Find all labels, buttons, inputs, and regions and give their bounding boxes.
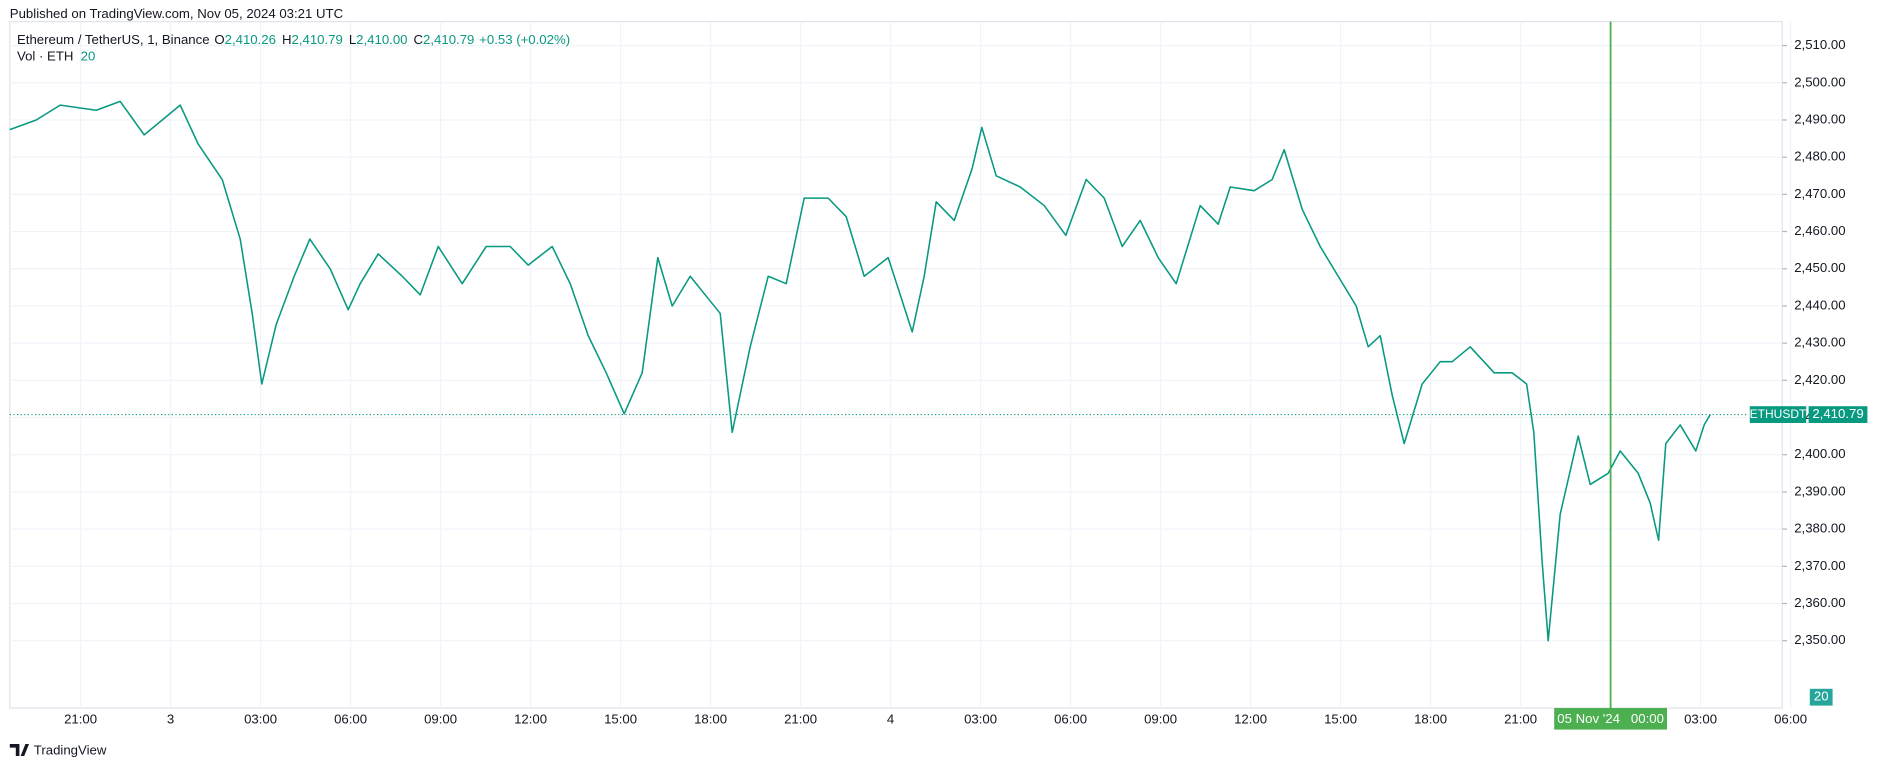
ohlc-key: H	[282, 32, 292, 47]
volume-value: 20	[81, 49, 96, 64]
x-tick-label: 15:00	[604, 711, 637, 726]
x-tick-label: 21:00	[784, 711, 817, 726]
crosshair-label: 05 Nov '24 00:00	[1557, 711, 1664, 726]
y-tick-label: 2,390.00	[1794, 483, 1845, 498]
x-tick-label: 3	[167, 711, 174, 726]
y-tick-label: 2,370.00	[1794, 558, 1845, 573]
footer: TradingView	[34, 743, 107, 758]
x-tick-label: 06:00	[1054, 711, 1087, 726]
x-tick-label: 21:00	[1504, 711, 1537, 726]
x-tick-label: 21:00	[64, 711, 97, 726]
crosshair-badge	[1554, 708, 1667, 730]
price-badge	[1808, 406, 1868, 423]
x-tick-label: 12:00	[514, 711, 547, 726]
ohlc-value: 2,410.79	[423, 32, 474, 47]
y-tick-label: 2,510.00	[1794, 37, 1845, 52]
x-tick-label: 18:00	[694, 711, 727, 726]
ohlc-value: 2,410.79	[291, 32, 342, 47]
x-tick-label: 03:00	[244, 711, 277, 726]
x-tick-label: 09:00	[1144, 711, 1177, 726]
price-badge-label: 2,410.79	[1812, 406, 1863, 421]
y-tick-label: 2,450.00	[1794, 260, 1845, 275]
x-tick-label: 03:00	[964, 711, 997, 726]
symbol: Ethereum / TetherUS, 1, Binance	[17, 32, 210, 47]
legend: Ethereum / TetherUS, 1, Binance O2,410.26…	[17, 32, 570, 47]
y-tick-label: 2,490.00	[1794, 111, 1845, 126]
y-tick-label: 2,460.00	[1794, 223, 1845, 238]
plot-frame	[9, 21, 1783, 709]
ohlc-value: 2,410.00	[356, 32, 407, 47]
ohlc-key: O	[214, 32, 224, 47]
ohlc-key: C	[414, 32, 424, 47]
x-tick-label: 09:00	[424, 711, 457, 726]
y-tick-label: 2,420.00	[1794, 372, 1845, 387]
volume-legend: Vol · ETH 20	[17, 49, 95, 64]
ohlc-value: 2,410.26	[225, 32, 276, 47]
y-tick-label: 2,400.00	[1794, 446, 1845, 461]
x-tick-label: 12:00	[1234, 711, 1267, 726]
x-tick-label: 4	[887, 711, 894, 726]
marks	[9, 100, 1711, 642]
x-tick-label: 18:00	[1414, 711, 1447, 726]
y-tick-label: 2,360.00	[1794, 595, 1845, 610]
symbol-badge	[1749, 406, 1807, 423]
grid	[9, 21, 1792, 708]
ohlc-key: L	[349, 32, 356, 47]
y-tick-label: 2,500.00	[1794, 74, 1845, 89]
y-tick-label: 2,470.00	[1794, 186, 1845, 201]
volume-badge-value: 20	[1814, 689, 1829, 704]
x-tick-label: 06:00	[334, 711, 367, 726]
x-tick-label: 06:00	[1774, 711, 1807, 726]
y-tick-label: 2,430.00	[1794, 335, 1845, 350]
change: +0.53 (+0.02%)	[479, 32, 570, 47]
symbol-badge-label: ETHUSDT	[1750, 407, 1807, 421]
ohlc: O2,410.26 H2,410.79 L2,410.00 C2,410.79	[214, 32, 474, 47]
header: Published on TradingView.com, Nov 05, 20…	[10, 6, 344, 21]
volume-label: Vol · ETH	[17, 49, 73, 64]
x-tick-label: 03:00	[1684, 711, 1717, 726]
y-tick-label: 2,480.00	[1794, 149, 1845, 164]
y-tick-label: 2,380.00	[1794, 521, 1845, 536]
y-tick-label: 2,350.00	[1794, 632, 1845, 647]
price-line	[9, 100, 1711, 642]
x-tick-label: 15:00	[1324, 711, 1357, 726]
y-tick-label: 2,440.00	[1794, 297, 1845, 312]
volume-badge	[1809, 688, 1833, 706]
